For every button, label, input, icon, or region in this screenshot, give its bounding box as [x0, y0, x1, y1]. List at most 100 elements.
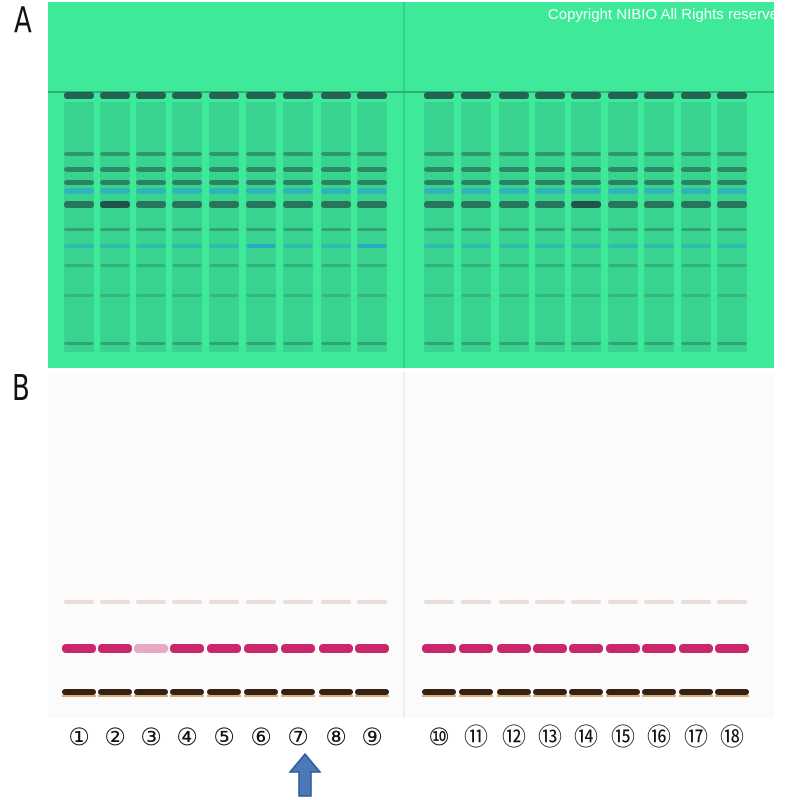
lane-number: ⑰	[684, 723, 708, 751]
tlc-band	[608, 228, 638, 231]
tlc-band	[209, 244, 239, 248]
up-arrow-icon	[288, 752, 322, 797]
tlc-band	[681, 228, 711, 231]
magenta-band	[281, 644, 315, 653]
lane-streak	[717, 102, 747, 352]
tlc-band	[608, 244, 638, 248]
tlc-band	[246, 167, 276, 172]
tlc-band	[64, 152, 94, 156]
lane-streak	[571, 102, 601, 352]
tlc-band	[100, 244, 130, 248]
origin-band	[679, 689, 713, 695]
tlc-band	[461, 264, 491, 267]
magenta-band	[606, 644, 640, 653]
tlc-band	[321, 244, 351, 248]
lane-number: ④	[176, 723, 198, 751]
origin-band	[422, 689, 456, 695]
magenta-band	[355, 644, 389, 653]
tlc-band	[717, 264, 747, 267]
tlc-band	[136, 167, 166, 172]
faint-band	[357, 600, 387, 604]
tlc-band	[283, 92, 313, 99]
tlc-band	[424, 264, 454, 267]
tlc-band	[571, 264, 601, 267]
origin-band	[244, 689, 278, 695]
origin-band	[207, 689, 241, 695]
origin-band-edge	[281, 695, 315, 697]
tlc-band	[172, 264, 202, 267]
tlc-band	[100, 188, 130, 194]
magenta-band	[459, 644, 493, 653]
tlc-band	[246, 201, 276, 208]
tlc-band	[136, 264, 166, 267]
tlc-band	[461, 188, 491, 194]
tlc-band	[172, 244, 202, 248]
tlc-band	[172, 167, 202, 172]
tlc-band	[535, 244, 565, 248]
tlc-band	[571, 188, 601, 194]
tlc-band	[64, 92, 94, 99]
copyright-watermark: Copyright NIBIO All Rights reserve	[547, 6, 774, 23]
tlc-band	[424, 180, 454, 185]
tlc-band	[357, 188, 387, 194]
tlc-band	[100, 294, 130, 297]
tlc-band	[717, 228, 747, 231]
origin-band	[98, 689, 132, 695]
tlc-band	[283, 152, 313, 156]
lane-number: ⑯	[647, 723, 671, 751]
tlc-band	[357, 244, 387, 248]
tlc-band	[283, 180, 313, 185]
lane-streak	[424, 102, 454, 352]
tlc-band	[357, 228, 387, 231]
tlc-band	[100, 264, 130, 267]
tlc-band	[535, 167, 565, 172]
origin-band	[319, 689, 353, 695]
lane-streak	[136, 102, 166, 352]
tlc-band	[246, 294, 276, 297]
panel-b-label: B	[12, 368, 30, 409]
tlc-band	[357, 264, 387, 267]
lane-number: ⑦	[287, 723, 309, 751]
tlc-band	[681, 188, 711, 194]
tlc-band	[136, 228, 166, 231]
tlc-band	[136, 92, 166, 99]
magenta-band	[98, 644, 132, 653]
tlc-band	[357, 294, 387, 297]
tlc-band	[357, 201, 387, 208]
tlc-band	[717, 180, 747, 185]
tlc-band	[499, 167, 529, 172]
magenta-band	[679, 644, 713, 653]
tlc-band	[571, 152, 601, 156]
tlc-band	[100, 342, 130, 345]
tlc-band	[535, 188, 565, 194]
tlc-band	[172, 180, 202, 185]
tlc-plate-stained	[48, 372, 774, 718]
tlc-band	[681, 180, 711, 185]
tlc-band	[608, 180, 638, 185]
lane-streak	[461, 102, 491, 352]
magenta-band	[319, 644, 353, 653]
tlc-band	[499, 244, 529, 248]
origin-band	[134, 689, 168, 695]
tlc-band	[321, 167, 351, 172]
tlc-band	[283, 244, 313, 248]
origin-band	[715, 689, 749, 695]
origin-band	[62, 689, 96, 695]
tlc-band	[461, 180, 491, 185]
tlc-band	[209, 188, 239, 194]
tlc-band	[321, 188, 351, 194]
tlc-band	[717, 244, 747, 248]
tlc-band	[681, 294, 711, 297]
tlc-band	[100, 180, 130, 185]
origin-band	[459, 689, 493, 695]
magenta-band	[244, 644, 278, 653]
tlc-band	[172, 152, 202, 156]
magenta-band	[207, 644, 241, 653]
tlc-band	[136, 188, 166, 194]
tlc-band	[136, 180, 166, 185]
lane-streak	[499, 102, 529, 352]
lane-number: ⑮	[611, 723, 635, 751]
tlc-band	[357, 152, 387, 156]
plate-b-background	[48, 372, 774, 718]
tlc-band	[100, 201, 130, 208]
